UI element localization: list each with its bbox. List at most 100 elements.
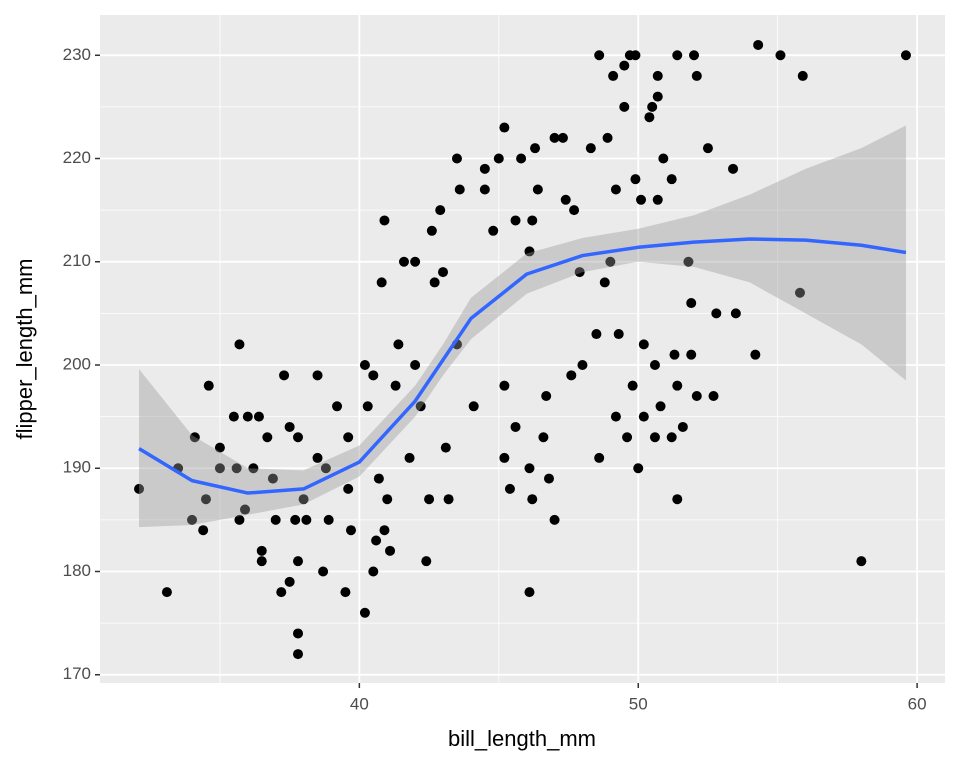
x-tick-label: 60 [908, 694, 927, 713]
point [702, 143, 713, 154]
point [622, 432, 633, 443]
point [672, 380, 683, 391]
point [293, 432, 304, 443]
point [627, 380, 638, 391]
point [594, 50, 605, 61]
point [435, 205, 446, 216]
point [270, 514, 281, 525]
point [134, 483, 145, 494]
point [708, 390, 719, 401]
point [499, 452, 510, 463]
point [728, 163, 739, 174]
y-tick-label: 230 [63, 45, 91, 64]
point [479, 163, 490, 174]
point [541, 390, 552, 401]
point [438, 267, 449, 278]
point [574, 267, 585, 278]
point [532, 184, 543, 195]
point [410, 256, 421, 267]
point [499, 380, 510, 391]
point [666, 174, 677, 185]
point [393, 339, 404, 350]
point [549, 514, 560, 525]
point [214, 463, 225, 474]
point [253, 411, 264, 422]
point [649, 432, 660, 443]
point [298, 494, 309, 505]
point [454, 184, 465, 195]
point [775, 50, 786, 61]
point [566, 370, 577, 381]
point [379, 215, 390, 226]
point [636, 194, 647, 205]
point [753, 39, 764, 50]
y-tick-label: 180 [63, 561, 91, 580]
point [672, 494, 683, 505]
point [404, 452, 415, 463]
point [228, 411, 239, 422]
point [203, 380, 214, 391]
point [750, 349, 761, 360]
point [382, 494, 393, 505]
point [293, 649, 304, 660]
point [440, 442, 451, 453]
point [669, 349, 680, 360]
point [711, 308, 722, 319]
point [672, 50, 683, 61]
point [262, 432, 273, 443]
point [644, 112, 655, 123]
point [900, 50, 911, 61]
point [524, 246, 535, 257]
point [343, 432, 354, 443]
y-tick-label: 200 [63, 354, 91, 373]
point [276, 587, 287, 598]
point [371, 535, 382, 546]
point [510, 215, 521, 226]
point [410, 360, 421, 371]
point [516, 153, 527, 164]
point [638, 339, 649, 350]
point [683, 256, 694, 267]
point [187, 514, 198, 525]
point [557, 132, 568, 143]
point [368, 370, 379, 381]
point [538, 432, 549, 443]
point [510, 421, 521, 432]
point [605, 256, 616, 267]
point [493, 153, 504, 164]
point [652, 70, 663, 81]
point [345, 525, 356, 536]
point [379, 525, 390, 536]
point [256, 556, 267, 567]
point [652, 91, 663, 102]
point [320, 463, 331, 474]
point [619, 101, 630, 112]
point [242, 411, 253, 422]
point [318, 566, 329, 577]
point [797, 70, 808, 81]
point [677, 421, 688, 432]
point [652, 194, 663, 205]
point [161, 587, 172, 598]
y-tick-label: 210 [63, 251, 91, 270]
point [794, 287, 805, 298]
point [398, 256, 409, 267]
point [376, 277, 387, 288]
point [468, 401, 479, 412]
point [385, 545, 396, 556]
point [451, 153, 462, 164]
point [527, 215, 538, 226]
y-tick-label: 170 [63, 664, 91, 683]
point [240, 504, 251, 515]
point [691, 390, 702, 401]
point [479, 184, 490, 195]
point [499, 122, 510, 133]
point [543, 473, 554, 484]
point [290, 514, 301, 525]
point [613, 329, 624, 340]
point [390, 380, 401, 391]
point [293, 556, 304, 567]
point [658, 153, 669, 164]
point [610, 184, 621, 195]
